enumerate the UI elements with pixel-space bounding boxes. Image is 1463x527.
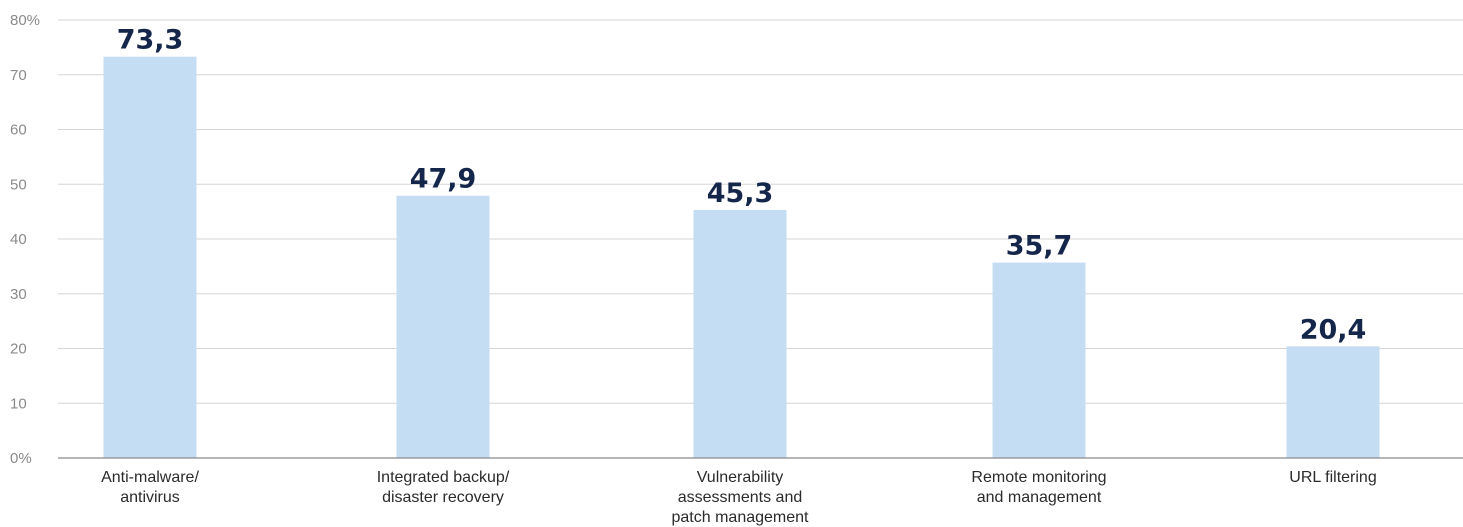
category-label: Remote monitoring and management [971,469,1106,506]
category-label-line: and management [977,489,1102,506]
bar [104,57,197,458]
y-tick-label: 30 [10,286,27,303]
category-label-line: disaster recovery [382,489,504,506]
category-label-line: Remote monitoring [971,469,1106,486]
data-label: 73,3 [117,25,184,56]
data-label: 45,3 [707,178,774,209]
y-axis-ticks: 0% 10 20 30 40 50 60 70 80% [10,12,40,467]
data-label: 20,4 [1300,314,1367,345]
data-label: 35,7 [1006,231,1073,262]
y-tick-label: 80% [10,12,40,29]
x-axis-categories: Anti-malware/antivirus Integrated backup/… [101,469,1377,526]
category-label-line: antivirus [120,489,180,506]
y-tick-label: 20 [10,341,27,358]
category-label-line: URL filtering [1289,469,1376,486]
y-tick-label: 10 [10,395,27,412]
bar [993,263,1086,458]
category-label-line: assessments and [678,489,803,506]
data-label: 47,9 [410,164,477,195]
y-tick-label: 60 [10,122,27,139]
category-label-line: Vulnerability [697,469,784,486]
category-label-line: Integrated backup/ [377,469,510,486]
bar [1287,346,1380,458]
bars [104,57,1380,458]
bar [397,196,490,458]
category-label: Vulnerability assessments and patch manage… [672,469,810,526]
category-label-line: patch management [672,509,810,526]
bar [694,210,787,458]
category-label: Anti-malware/antivirus [101,469,199,506]
y-tick-label: 40 [10,231,27,248]
category-label: URL filtering [1289,469,1376,486]
category-label-line: Anti-malware/ [101,469,199,486]
category-label: Integrated backup/disaster recovery [377,469,510,506]
y-tick-label: 70 [10,67,27,84]
y-tick-label: 0% [10,450,32,467]
y-tick-label: 50 [10,176,27,193]
